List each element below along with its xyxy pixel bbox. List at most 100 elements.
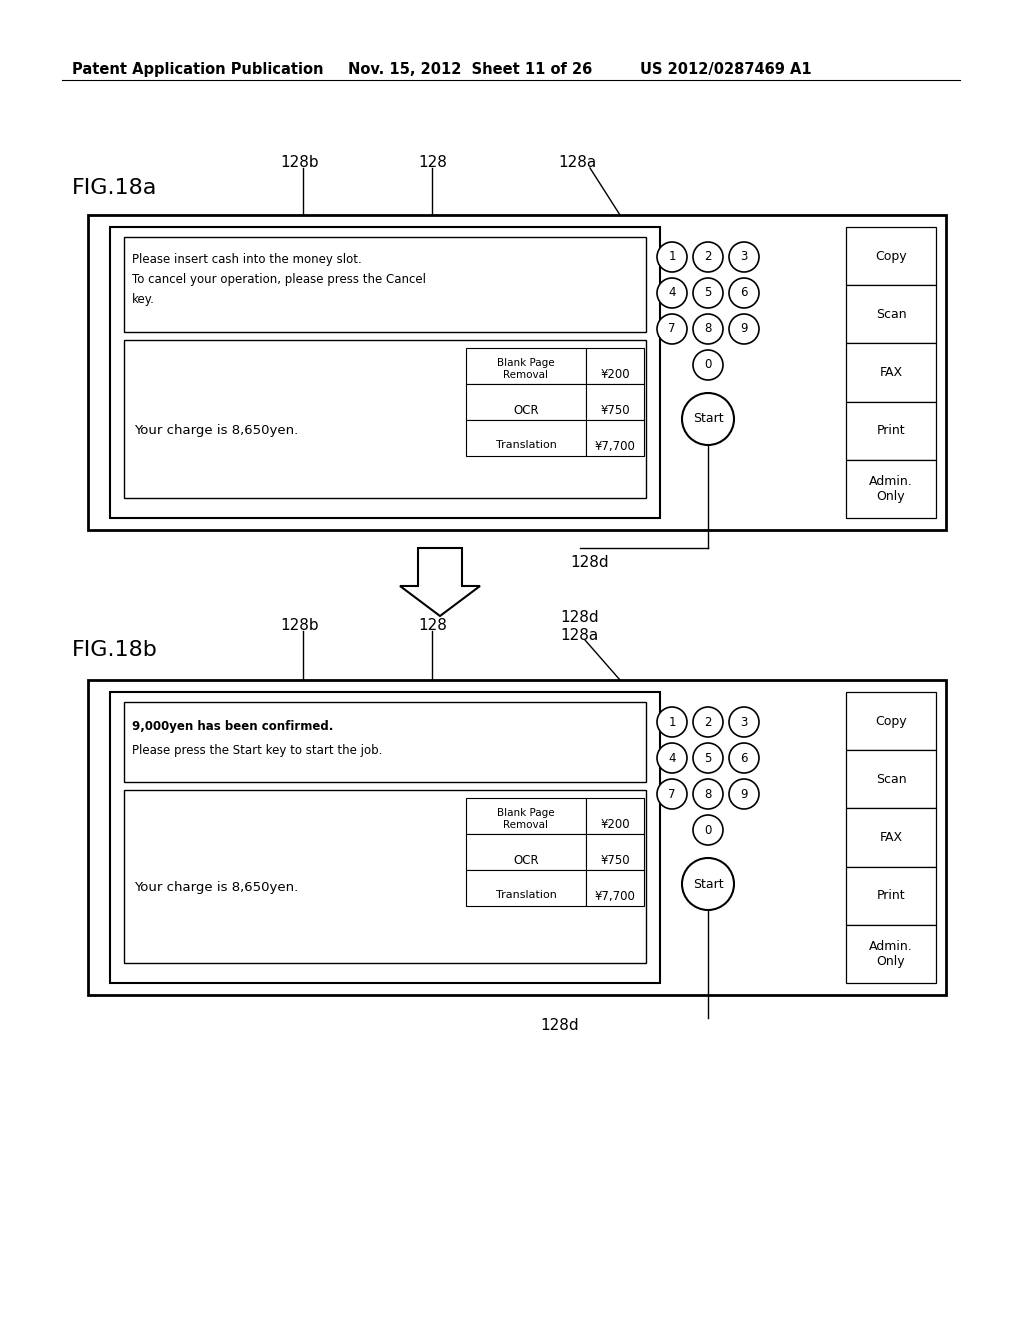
Text: key.: key. (132, 293, 155, 306)
Bar (124, 789, 646, 964)
Text: Blank Page: Blank Page (498, 358, 555, 368)
Circle shape (693, 814, 723, 845)
Circle shape (682, 393, 734, 445)
Text: 128b: 128b (280, 154, 318, 170)
Text: 5: 5 (705, 751, 712, 764)
Text: To cancel your operation, please press the Cancel: To cancel your operation, please press t… (132, 273, 426, 286)
Text: Scan: Scan (876, 772, 906, 785)
Text: ¥7,700: ¥7,700 (595, 890, 636, 903)
Bar (586, 799, 644, 834)
Text: 128: 128 (418, 618, 446, 634)
Text: 7: 7 (669, 788, 676, 800)
Text: 2: 2 (705, 251, 712, 264)
Text: 128a: 128a (560, 628, 598, 643)
Text: OCR: OCR (513, 404, 539, 417)
Text: Scan: Scan (876, 308, 906, 321)
Bar (466, 834, 586, 870)
Text: 128d: 128d (570, 554, 608, 570)
Circle shape (729, 279, 759, 308)
Text: Copy: Copy (876, 249, 907, 263)
Text: Your charge is 8,650yen.: Your charge is 8,650yen. (134, 424, 298, 437)
Text: 3: 3 (740, 715, 748, 729)
Bar (586, 870, 644, 906)
Bar (124, 702, 646, 781)
Text: 8: 8 (705, 788, 712, 800)
Text: 7: 7 (669, 322, 676, 335)
Bar (846, 808, 936, 867)
Text: Nov. 15, 2012  Sheet 11 of 26: Nov. 15, 2012 Sheet 11 of 26 (348, 62, 592, 77)
Circle shape (693, 708, 723, 737)
Bar (586, 348, 644, 384)
Text: 2: 2 (705, 715, 712, 729)
Text: Start: Start (692, 412, 723, 425)
Text: Translation: Translation (496, 890, 556, 900)
Text: FIG.18a: FIG.18a (72, 178, 158, 198)
Text: Copy: Copy (876, 714, 907, 727)
Text: 4: 4 (669, 751, 676, 764)
Text: 1: 1 (669, 715, 676, 729)
Circle shape (657, 279, 687, 308)
Text: 5: 5 (705, 286, 712, 300)
Text: 6: 6 (740, 286, 748, 300)
Text: FAX: FAX (880, 832, 902, 843)
Circle shape (729, 708, 759, 737)
Bar (586, 384, 644, 420)
Bar (88, 680, 946, 995)
Circle shape (657, 314, 687, 345)
Text: 128a: 128a (558, 154, 596, 170)
Bar (846, 459, 936, 517)
Text: Removal: Removal (504, 820, 549, 830)
Text: Admin.
Only: Admin. Only (869, 475, 912, 503)
Circle shape (657, 743, 687, 774)
Circle shape (729, 743, 759, 774)
Text: 0: 0 (705, 824, 712, 837)
Bar (846, 750, 936, 808)
Bar (88, 215, 946, 531)
Bar (846, 925, 936, 983)
Circle shape (693, 279, 723, 308)
Bar (466, 384, 586, 420)
Bar (846, 227, 936, 285)
Circle shape (657, 779, 687, 809)
Text: Print: Print (877, 424, 905, 437)
Text: 4: 4 (669, 286, 676, 300)
Text: 9,000yen has been confirmed.: 9,000yen has been confirmed. (132, 719, 334, 733)
Bar (846, 285, 936, 343)
Text: 9: 9 (740, 322, 748, 335)
Bar (586, 420, 644, 455)
Circle shape (693, 242, 723, 272)
Bar (466, 348, 586, 384)
Text: Translation: Translation (496, 440, 556, 450)
Text: 128d: 128d (540, 1018, 579, 1034)
Circle shape (657, 708, 687, 737)
Circle shape (729, 242, 759, 272)
Bar (124, 238, 646, 333)
Bar (110, 227, 660, 517)
Polygon shape (400, 548, 480, 616)
Circle shape (693, 314, 723, 345)
Text: 128: 128 (418, 154, 446, 170)
Text: Your charge is 8,650yen.: Your charge is 8,650yen. (134, 880, 298, 894)
Text: Please insert cash into the money slot.: Please insert cash into the money slot. (132, 253, 361, 267)
Text: OCR: OCR (513, 854, 539, 867)
Circle shape (693, 350, 723, 380)
Text: 9: 9 (740, 788, 748, 800)
Bar (846, 343, 936, 401)
Bar (846, 692, 936, 750)
Bar (846, 867, 936, 925)
Text: Admin.
Only: Admin. Only (869, 940, 912, 968)
Text: 128b: 128b (280, 618, 318, 634)
Text: Patent Application Publication: Patent Application Publication (72, 62, 324, 77)
Circle shape (682, 858, 734, 909)
Text: 8: 8 (705, 322, 712, 335)
Text: Please press the Start key to start the job.: Please press the Start key to start the … (132, 744, 382, 756)
Text: 128d: 128d (560, 610, 599, 624)
Text: ¥200: ¥200 (600, 818, 630, 832)
Circle shape (729, 779, 759, 809)
Circle shape (693, 779, 723, 809)
Circle shape (693, 743, 723, 774)
Bar (466, 420, 586, 455)
Bar (124, 341, 646, 498)
Text: ¥750: ¥750 (600, 854, 630, 867)
Circle shape (729, 314, 759, 345)
